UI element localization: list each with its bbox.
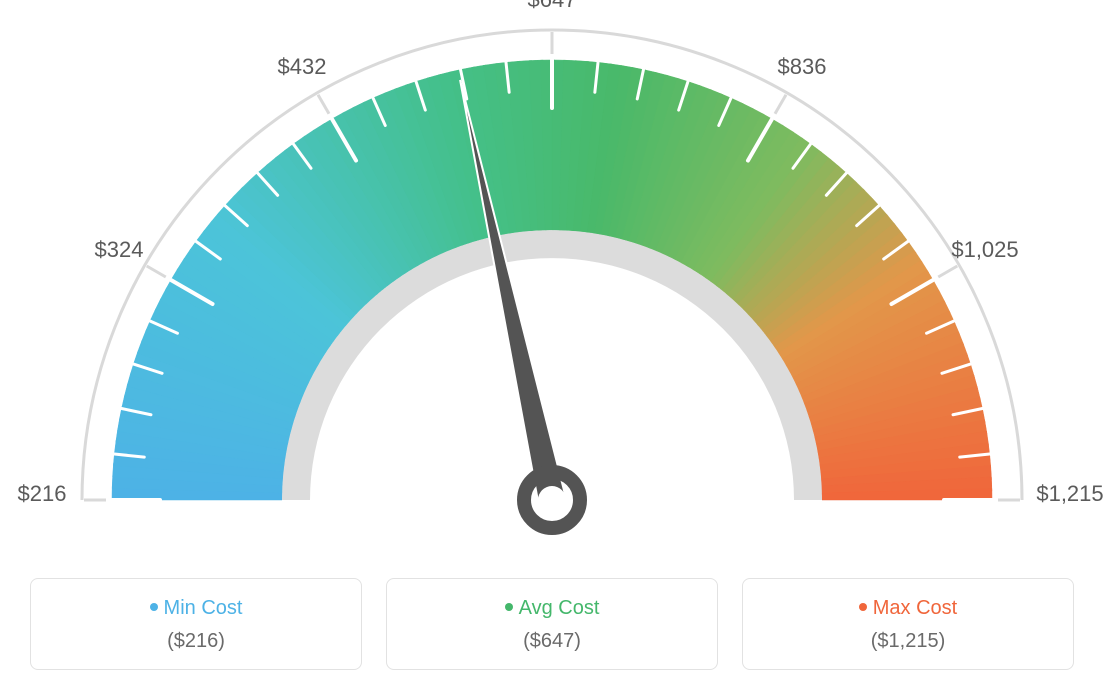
- gauge-tick-label: $432: [278, 54, 327, 80]
- gauge-tick-label: $1,025: [951, 237, 1018, 263]
- legend-avg-title: Avg Cost: [397, 597, 707, 620]
- legend-max-title: Max Cost: [753, 597, 1063, 620]
- legend-min-title: Min Cost: [41, 597, 351, 620]
- legend-min-value: ($216): [41, 630, 351, 653]
- gauge-tick-label: $836: [778, 54, 827, 80]
- gauge-tick-label: $1,215: [1036, 481, 1103, 507]
- legend-avg-dot-icon: [505, 603, 513, 611]
- legend-max-dot-icon: [859, 603, 867, 611]
- legend-card-max: Max Cost ($1,215): [742, 578, 1074, 670]
- legend-avg-label: Avg Cost: [519, 597, 600, 619]
- legend-min-label: Min Cost: [164, 597, 243, 619]
- legend-avg-value: ($647): [397, 630, 707, 653]
- legend-max-label: Max Cost: [873, 597, 957, 619]
- gauge-tick-label: $216: [18, 481, 67, 507]
- legend-card-min: Min Cost ($216): [30, 578, 362, 670]
- gauge-chart: $216 $324 $432 $647 $836 $1,025 $1,215: [0, 0, 1104, 560]
- legend-min-dot-icon: [150, 603, 158, 611]
- gauge-svg: [0, 0, 1104, 560]
- legend-max-value: ($1,215): [753, 630, 1063, 653]
- legend-row: Min Cost ($216) Avg Cost ($647) Max Cost…: [0, 578, 1104, 670]
- gauge-tick-label: $324: [95, 237, 144, 263]
- legend-card-avg: Avg Cost ($647): [386, 578, 718, 670]
- gauge-tick-label: $647: [528, 0, 577, 13]
